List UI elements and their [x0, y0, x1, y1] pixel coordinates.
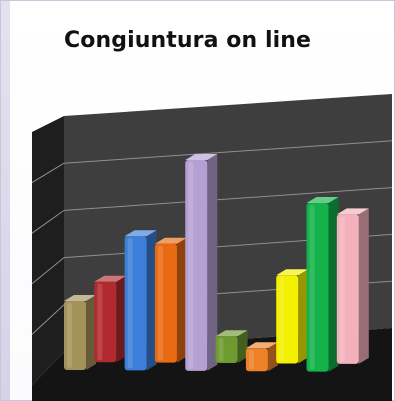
bar-8	[276, 269, 309, 364]
bar-top	[245, 342, 278, 349]
bar-9	[306, 197, 339, 372]
bar-7	[245, 342, 278, 372]
bar-side	[328, 197, 339, 372]
chart-side-wall	[32, 116, 64, 385]
bar-4	[154, 237, 187, 363]
frame-left-accent	[1, 1, 10, 400]
bar-side	[298, 269, 309, 364]
bar-side	[267, 342, 278, 372]
bar-top	[215, 330, 248, 337]
bar-highlight	[218, 338, 224, 362]
bar-10	[336, 208, 369, 364]
bar-6	[215, 330, 248, 364]
bar-top	[306, 197, 339, 203]
bar-side	[207, 154, 218, 371]
bar-side	[146, 230, 157, 371]
bar-top	[94, 275, 127, 282]
bar-top	[64, 295, 96, 301]
bar-1	[64, 295, 96, 370]
bar-highlight	[67, 303, 72, 368]
bar-side	[86, 295, 96, 370]
bar-highlight	[309, 204, 315, 370]
bar-highlight	[157, 245, 163, 361]
gridline-side	[31, 162, 65, 184]
bar-side	[176, 237, 187, 363]
bar-highlight	[339, 216, 345, 362]
gridline	[63, 187, 393, 211]
bar-2	[94, 275, 127, 363]
bar-highlight	[188, 161, 194, 369]
bar-side	[237, 330, 248, 363]
bar-side	[116, 275, 127, 363]
bar-highlight	[279, 277, 285, 362]
bar-top	[154, 237, 187, 244]
bar-top	[124, 230, 157, 237]
bar-3	[124, 230, 157, 371]
chart-bars	[64, 154, 369, 372]
gridline-side	[31, 257, 65, 285]
bar-highlight	[127, 238, 133, 369]
bar-top	[276, 269, 309, 276]
bar-highlight	[248, 350, 254, 370]
chart-title: Congiuntura on line	[64, 28, 312, 53]
gridline	[63, 140, 393, 164]
bar-side	[358, 208, 369, 364]
gridline-side	[31, 209, 65, 234]
bar-top	[185, 154, 218, 160]
bar-highlight	[97, 283, 103, 361]
bar-top	[336, 208, 369, 215]
bar-5	[185, 154, 218, 371]
gridline-side	[31, 304, 65, 335]
